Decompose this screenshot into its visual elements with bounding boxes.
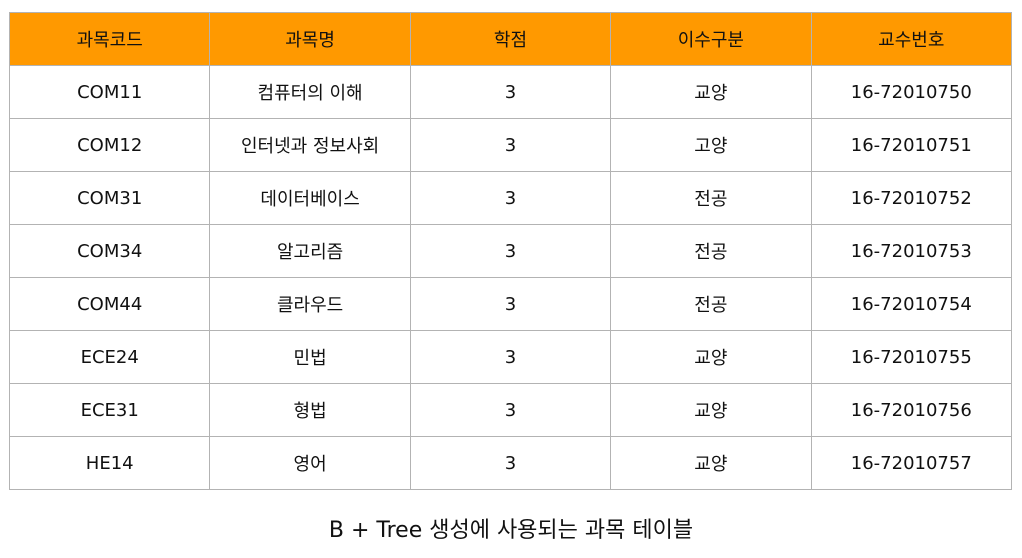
- cell-course-name: 클라우드: [209, 277, 411, 331]
- cell-professor-id: 16-72010750: [810, 65, 1013, 119]
- cell-course-name: 형법: [209, 383, 411, 437]
- cell-credits: 3: [409, 436, 612, 490]
- table-row: HE14 영어 3 교양 16-72010757: [8, 436, 1013, 490]
- cell-credits: 3: [409, 383, 612, 437]
- cell-course-name: 인터넷과 정보사회: [209, 118, 411, 172]
- cell-course-code: COM11: [8, 65, 211, 119]
- cell-professor-id: 16-72010753: [810, 224, 1013, 278]
- cell-course-type: 전공: [610, 277, 812, 331]
- cell-credits: 3: [409, 224, 612, 278]
- table-body: COM11 컴퓨터의 이해 3 교양 16-72010750 COM12 인터넷…: [8, 65, 1013, 490]
- cell-course-code: COM34: [8, 224, 211, 278]
- cell-course-name: 영어: [209, 436, 411, 490]
- cell-course-code: COM44: [8, 277, 211, 331]
- cell-course-type: 교양: [610, 436, 812, 490]
- table-caption: B + Tree 생성에 사용되는 과목 테이블: [328, 518, 694, 543]
- cell-course-type: 고양: [610, 118, 812, 172]
- cell-credits: 3: [409, 171, 612, 225]
- cell-professor-id: 16-72010752: [810, 171, 1013, 225]
- cell-course-name: 민법: [209, 330, 411, 384]
- table-row: COM31 데이터베이스 3 전공 16-72010752: [8, 171, 1013, 225]
- table-header: 과목코드 과목명 학점 이수구분 교수번호: [8, 12, 1013, 66]
- cell-course-name: 데이터베이스: [209, 171, 411, 225]
- table-row: COM44 클라우드 3 전공 16-72010754: [8, 277, 1013, 331]
- cell-course-type: 교양: [610, 65, 812, 119]
- cell-course-code: HE14: [8, 436, 211, 490]
- cell-course-code: COM31: [8, 171, 211, 225]
- header-professor-id: 교수번호: [810, 12, 1013, 66]
- cell-course-type: 전공: [610, 224, 812, 278]
- cell-course-name: 컴퓨터의 이해: [209, 65, 411, 119]
- cell-course-type: 교양: [610, 330, 812, 384]
- cell-professor-id: 16-72010755: [810, 330, 1013, 384]
- cell-professor-id: 16-72010756: [810, 383, 1013, 437]
- cell-course-type: 교양: [610, 383, 812, 437]
- header-course-code: 과목코드: [8, 12, 211, 66]
- cell-credits: 3: [409, 330, 612, 384]
- table-row: COM12 인터넷과 정보사회 3 고양 16-72010751: [8, 118, 1013, 172]
- header-row: 과목코드 과목명 학점 이수구분 교수번호: [8, 12, 1013, 66]
- cell-course-code: ECE31: [8, 383, 211, 437]
- header-credits: 학점: [409, 12, 612, 66]
- course-table: 과목코드 과목명 학점 이수구분 교수번호 COM11 컴퓨터의 이해 3 교양…: [8, 12, 1013, 490]
- table-row: ECE31 형법 3 교양 16-72010756: [8, 383, 1013, 437]
- cell-course-name: 알고리즘: [209, 224, 411, 278]
- cell-credits: 3: [409, 277, 612, 331]
- header-course-name: 과목명: [209, 12, 411, 66]
- cell-course-code: ECE24: [8, 330, 211, 384]
- cell-course-code: COM12: [8, 118, 211, 172]
- header-course-type: 이수구분: [610, 12, 812, 66]
- cell-credits: 3: [409, 65, 612, 119]
- cell-professor-id: 16-72010757: [810, 436, 1013, 490]
- table-row: ECE24 민법 3 교양 16-72010755: [8, 330, 1013, 384]
- cell-professor-id: 16-72010754: [810, 277, 1013, 331]
- table-row: COM11 컴퓨터의 이해 3 교양 16-72010750: [8, 65, 1013, 119]
- table-row: COM34 알고리즘 3 전공 16-72010753: [8, 224, 1013, 278]
- cell-credits: 3: [409, 118, 612, 172]
- cell-course-type: 전공: [610, 171, 812, 225]
- cell-professor-id: 16-72010751: [810, 118, 1013, 172]
